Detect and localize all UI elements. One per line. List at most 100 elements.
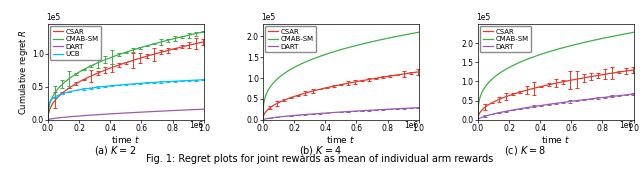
UCB — [200, 79, 207, 81]
Line: CSAR: CSAR — [263, 72, 419, 120]
CSAR — [44, 119, 52, 121]
Line: UCB: UCB — [48, 80, 204, 120]
Text: 1e6: 1e6 — [189, 121, 204, 130]
Text: 1e5: 1e5 — [47, 13, 61, 22]
X-axis label: time $t$: time $t$ — [541, 134, 570, 145]
DART — [573, 100, 581, 102]
CSAR — [259, 119, 267, 121]
DART — [259, 119, 267, 121]
Text: 1e6: 1e6 — [620, 121, 634, 130]
CMAB-SM — [122, 51, 130, 53]
CMAB-SM — [494, 74, 502, 76]
CSAR — [64, 88, 72, 90]
CSAR — [373, 77, 381, 79]
DART — [373, 109, 381, 111]
CSAR — [100, 70, 108, 72]
CSAR — [588, 75, 596, 77]
CMAB-SM — [315, 56, 323, 58]
Text: (a) $K = 2$: (a) $K = 2$ — [94, 144, 136, 157]
Text: (c) $K = 8$: (c) $K = 8$ — [504, 144, 546, 157]
DART — [122, 112, 130, 114]
UCB — [158, 81, 166, 83]
CSAR — [530, 87, 538, 89]
DART — [630, 93, 637, 95]
Y-axis label: Cumulative regret $R$: Cumulative regret $R$ — [17, 29, 30, 115]
CSAR — [415, 71, 422, 73]
CMAB-SM — [259, 119, 267, 121]
Line: CSAR: CSAR — [478, 70, 634, 120]
CMAB-SM — [530, 56, 538, 58]
Text: Fig. 1: Regret plots for joint rewards as mean of individual arm rewards: Fig. 1: Regret plots for joint rewards a… — [147, 154, 493, 164]
DART — [337, 111, 345, 113]
DART — [158, 110, 166, 112]
CMAB-SM — [552, 49, 560, 51]
DART — [200, 108, 207, 110]
CSAR — [474, 119, 482, 121]
DART — [315, 113, 323, 115]
DART — [143, 111, 151, 113]
CSAR — [344, 82, 352, 84]
CMAB-SM — [337, 49, 345, 51]
Legend: CSAR, CMAB-SM, DART: CSAR, CMAB-SM, DART — [480, 26, 531, 52]
DART — [279, 115, 287, 117]
CMAB-SM — [358, 43, 366, 45]
DART — [559, 101, 567, 103]
Text: 1e5: 1e5 — [476, 13, 490, 22]
DART — [100, 113, 108, 115]
DART — [64, 116, 72, 118]
Line: CSAR: CSAR — [48, 42, 204, 120]
CMAB-SM — [474, 119, 482, 121]
Text: (b) $K = 4$: (b) $K = 4$ — [299, 144, 341, 157]
DART — [129, 111, 137, 114]
Text: 1e5: 1e5 — [261, 13, 276, 22]
CMAB-SM — [415, 31, 422, 33]
CMAB-SM — [344, 47, 352, 49]
Line: DART: DART — [478, 94, 634, 120]
CSAR — [573, 78, 581, 80]
X-axis label: time $t$: time $t$ — [326, 134, 355, 145]
CSAR — [200, 41, 207, 43]
UCB — [122, 83, 130, 86]
CMAB-SM — [630, 31, 637, 33]
CMAB-SM — [44, 119, 52, 121]
CSAR — [559, 81, 567, 83]
Text: 1e6: 1e6 — [404, 121, 419, 130]
UCB — [143, 82, 151, 84]
CMAB-SM — [100, 59, 108, 61]
CMAB-SM — [64, 78, 72, 81]
UCB — [129, 83, 137, 85]
Legend: CSAR, CMAB-SM, DART: CSAR, CMAB-SM, DART — [265, 26, 316, 52]
CMAB-SM — [200, 31, 207, 33]
CMAB-SM — [143, 45, 151, 47]
DART — [358, 110, 366, 112]
Line: DART: DART — [48, 109, 204, 120]
CMAB-SM — [373, 40, 381, 42]
DART — [44, 119, 52, 121]
Line: CMAB-SM: CMAB-SM — [478, 32, 634, 120]
Line: DART: DART — [263, 108, 419, 120]
CSAR — [494, 99, 502, 101]
X-axis label: time $t$: time $t$ — [111, 134, 140, 145]
CMAB-SM — [279, 73, 287, 75]
CSAR — [122, 62, 130, 64]
DART — [494, 112, 502, 114]
CSAR — [358, 80, 366, 82]
CMAB-SM — [588, 40, 596, 42]
UCB — [64, 91, 72, 93]
UCB — [100, 86, 108, 88]
CSAR — [315, 89, 323, 91]
DART — [415, 107, 422, 109]
CSAR — [337, 84, 345, 86]
CMAB-SM — [559, 47, 567, 49]
DART — [530, 106, 538, 108]
CSAR — [143, 55, 151, 57]
CMAB-SM — [573, 43, 581, 45]
UCB — [44, 119, 52, 121]
DART — [588, 98, 596, 100]
CMAB-SM — [129, 49, 137, 51]
CSAR — [158, 51, 166, 53]
CSAR — [279, 100, 287, 102]
Line: CMAB-SM: CMAB-SM — [263, 32, 419, 120]
CSAR — [552, 82, 560, 84]
CSAR — [630, 69, 637, 71]
